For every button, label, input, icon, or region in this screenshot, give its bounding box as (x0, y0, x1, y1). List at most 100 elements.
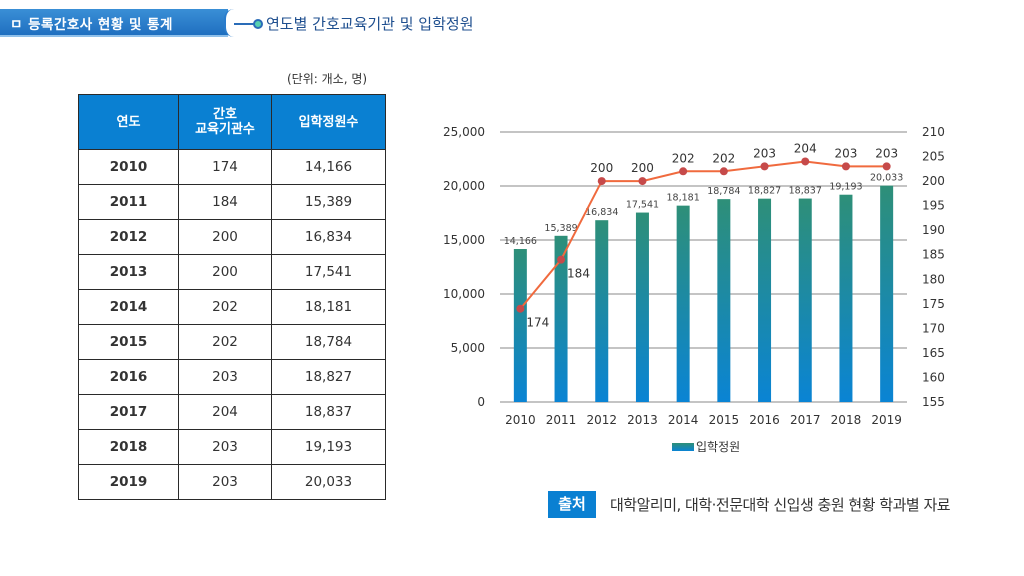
unit-note: (단위: 개소, 명) (287, 72, 368, 86)
column-header-year: 연도 (78, 94, 179, 150)
legend-label: 입학정원 (696, 440, 740, 454)
section-banner: ㅁ 등록간호사 현황 및 통계 (0, 9, 228, 37)
table-row: 2013 200 17,541 (78, 254, 386, 290)
cell-admission-quota: 20,033 (271, 464, 386, 500)
left-axis-tick-label: 15,000 (443, 233, 485, 247)
bar-value-label: 20,033 (870, 173, 903, 184)
x-axis-tick-label: 2014 (668, 413, 699, 427)
bar (880, 185, 894, 402)
bar-value-label: 18,827 (748, 186, 781, 197)
bar (554, 235, 568, 402)
source-badge: 출처 (548, 491, 596, 518)
cell-year: 2019 (78, 464, 179, 500)
line-marker (597, 177, 606, 186)
bar (758, 198, 772, 402)
left-axis-tick-label: 20,000 (443, 179, 485, 193)
bar-value-label: 19,193 (829, 182, 862, 193)
cell-admission-quota: 18,784 (271, 324, 386, 360)
table-row: 2014 202 18,181 (78, 289, 386, 325)
data-table: 연도 간호 교육기관수 입학정원수 2010 174 14,166 2011 184 15,… (78, 94, 386, 500)
cell-year: 2016 (78, 359, 179, 395)
left-axis-tick-label: 5,000 (451, 341, 485, 355)
cell-institutions: 184 (178, 184, 272, 220)
cell-admission-quota: 15,389 (271, 184, 386, 220)
right-axis-tick-label: 200 (922, 174, 945, 188)
cell-year: 2014 (78, 289, 179, 325)
line-marker (841, 162, 850, 171)
section-title: ㅁ 등록간호사 현황 및 통계 (10, 17, 173, 33)
column-header-institutions: 간호 교육기관수 (178, 94, 272, 150)
bar-value-label: 18,181 (667, 193, 700, 204)
bar (676, 205, 690, 402)
bar-value-label: 15,389 (544, 223, 577, 234)
line-value-label: 204 (794, 141, 817, 155)
cell-year: 2010 (78, 149, 179, 185)
left-axis-tick-label: 10,000 (443, 287, 485, 301)
right-axis-tick-label: 155 (922, 395, 945, 409)
bar (635, 212, 649, 402)
right-axis-tick-label: 165 (922, 346, 945, 360)
cell-institutions: 203 (178, 429, 272, 465)
x-axis-tick-label: 2012 (586, 413, 617, 427)
line-marker (719, 167, 728, 176)
x-axis-tick-label: 2018 (831, 413, 862, 427)
bar-value-label: 14,166 (504, 236, 537, 247)
legend-swatch (672, 443, 694, 451)
table-row: 2018 203 19,193 (78, 429, 386, 465)
right-axis-tick-label: 195 (922, 199, 945, 213)
cell-institutions: 203 (178, 359, 272, 395)
table-header-row: 연도 간호 교육기관수 입학정원수 (78, 94, 386, 150)
right-axis-tick-label: 180 (922, 272, 945, 286)
line-value-label: 203 (753, 146, 776, 160)
cell-year: 2017 (78, 394, 179, 430)
line-marker (516, 304, 525, 313)
line-marker (882, 162, 891, 171)
x-axis-tick-label: 2016 (749, 413, 780, 427)
right-axis-tick-label: 160 (922, 370, 945, 384)
table-row: 2011 184 15,389 (78, 184, 386, 220)
line-value-label: 202 (712, 151, 735, 165)
table-row: 2019 203 20,033 (78, 464, 386, 500)
cell-admission-quota: 19,193 (271, 429, 386, 465)
cell-admission-quota: 18,181 (271, 289, 386, 325)
cell-institutions: 204 (178, 394, 272, 430)
table-row: 2012 200 16,834 (78, 219, 386, 255)
line-marker (679, 167, 688, 176)
table-row: 2017 204 18,837 (78, 394, 386, 430)
column-header-admission-quota: 입학정원수 (271, 94, 386, 150)
page-subtitle: 연도별 간호교육기관 및 입학정원 (266, 15, 474, 33)
line-marker (638, 177, 647, 186)
line-series (519, 160, 887, 310)
right-axis-tick-label: 170 (922, 321, 945, 335)
bar (839, 194, 853, 402)
bar (717, 199, 731, 402)
cell-institutions: 200 (178, 254, 272, 290)
x-axis-tick-label: 2017 (790, 413, 821, 427)
line-marker (557, 255, 566, 264)
bar (595, 220, 609, 402)
table-row: 2010 174 14,166 (78, 149, 386, 185)
cell-admission-quota: 16,834 (271, 219, 386, 255)
right-axis-tick-label: 185 (922, 248, 945, 262)
line-value-label: 203 (834, 146, 857, 160)
x-axis-tick-label: 2013 (627, 413, 658, 427)
line-marker (801, 157, 810, 166)
right-axis-tick-label: 205 (922, 150, 945, 164)
cell-admission-quota: 14,166 (271, 149, 386, 185)
bar-value-label: 18,784 (707, 186, 740, 197)
source-text: 대학알리미, 대학·전문대학 신입생 충원 현황 학과별 자료 (610, 496, 951, 514)
bar-value-label: 17,541 (626, 200, 659, 211)
right-axis-tick-label: 175 (922, 297, 945, 311)
right-axis-tick-label: 210 (922, 125, 945, 139)
cell-year: 2012 (78, 219, 179, 255)
right-axis-tick-label: 190 (922, 223, 945, 237)
cell-institutions: 203 (178, 464, 272, 500)
left-axis-tick-label: 25,000 (443, 125, 485, 139)
bar (798, 198, 812, 402)
x-axis-tick-label: 2010 (505, 413, 536, 427)
cell-year: 2013 (78, 254, 179, 290)
cell-admission-quota: 17,541 (271, 254, 386, 290)
connector-line (234, 23, 256, 25)
cell-admission-quota: 18,837 (271, 394, 386, 430)
